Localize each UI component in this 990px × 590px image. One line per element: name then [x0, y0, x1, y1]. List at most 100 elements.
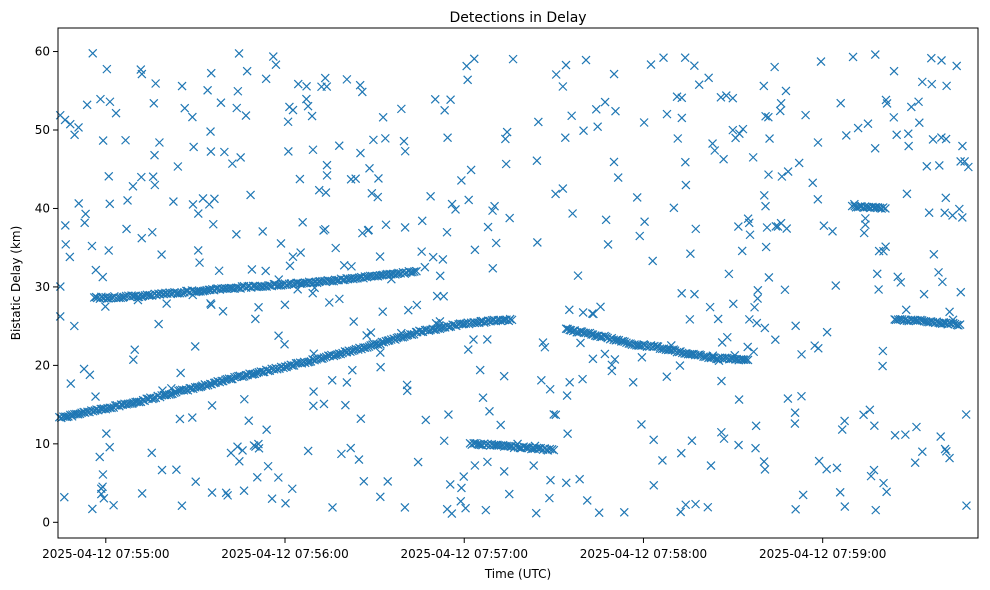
detection-point	[760, 323, 770, 333]
detection-point	[759, 457, 769, 466]
detection-point	[549, 410, 559, 419]
detection-point	[459, 472, 469, 481]
detection-point	[362, 331, 372, 340]
detection-point	[691, 224, 701, 234]
detection-point	[198, 194, 208, 203]
detection-point	[121, 135, 130, 145]
detection-point	[917, 77, 927, 87]
detection-point	[166, 383, 176, 393]
detection-point	[288, 252, 298, 262]
detection-point	[150, 150, 159, 160]
detection-point	[381, 336, 391, 346]
detection-point	[280, 300, 290, 310]
detection-point	[558, 184, 568, 193]
detection-point	[814, 456, 824, 466]
detection-point	[694, 80, 704, 90]
detection-point	[435, 316, 445, 326]
detection-point	[813, 343, 823, 353]
detection-point	[442, 227, 452, 237]
detection-point	[750, 302, 759, 312]
detection-point	[168, 197, 178, 207]
detection-point	[936, 432, 946, 441]
detection-point	[912, 422, 921, 432]
detection-point	[878, 346, 888, 356]
detection-point	[578, 374, 587, 384]
detection-point	[463, 345, 473, 354]
detection-point	[963, 162, 973, 172]
detection-point	[317, 276, 327, 286]
detection-point	[334, 294, 344, 304]
detection-point	[151, 79, 161, 88]
detection-point	[190, 342, 200, 351]
detection-point	[677, 93, 687, 103]
detection-point	[906, 102, 916, 112]
detection-point	[483, 222, 493, 232]
y-axis: 0 10 20 30 40 50 60	[35, 45, 58, 529]
detection-point	[367, 188, 377, 198]
detection-point	[649, 341, 659, 351]
detection-point	[69, 321, 79, 331]
detection-point	[488, 206, 497, 216]
detection-point	[244, 416, 254, 426]
detection-point	[239, 394, 249, 404]
detection-point	[400, 503, 410, 512]
detection-point	[759, 190, 769, 200]
detection-point	[549, 445, 559, 455]
detection-point	[271, 60, 281, 70]
detection-point	[91, 265, 101, 275]
detection-point	[399, 136, 409, 146]
detection-point	[919, 316, 929, 326]
detection-point	[743, 342, 753, 352]
detection-point	[442, 504, 452, 514]
detection-point	[99, 493, 109, 503]
detection-point	[236, 153, 246, 162]
detection-point	[733, 222, 743, 231]
detection-point	[59, 492, 69, 502]
detection-point	[445, 479, 455, 489]
detection-point	[529, 461, 539, 470]
detection-point	[728, 93, 738, 103]
detection-point	[412, 266, 421, 276]
detection-point	[819, 221, 829, 231]
detection-point	[628, 377, 638, 387]
detection-point	[321, 352, 331, 362]
detection-point	[960, 157, 970, 166]
detection-point	[281, 498, 290, 508]
detection-point	[743, 355, 753, 365]
detection-point	[287, 484, 297, 494]
detection-point	[349, 317, 359, 326]
y-tick-label: 20	[35, 358, 50, 372]
detection-point	[346, 443, 356, 453]
detection-point	[588, 354, 598, 364]
detection-point	[81, 209, 91, 219]
detection-point	[739, 355, 749, 365]
detection-point	[545, 384, 555, 394]
detection-point	[600, 349, 610, 359]
detection-point	[896, 277, 906, 287]
detection-point	[724, 269, 734, 279]
detection-point	[761, 201, 770, 211]
detection-point	[274, 331, 283, 341]
detection-point	[890, 430, 900, 440]
detection-point	[490, 201, 500, 211]
detection-point	[60, 221, 70, 230]
detection-point	[310, 283, 320, 293]
detection-point	[893, 272, 903, 282]
detection-point	[889, 112, 899, 122]
detection-point	[375, 492, 385, 502]
detection-point	[879, 478, 888, 488]
detection-point	[79, 364, 89, 374]
detection-point	[407, 330, 417, 340]
detection-point	[403, 305, 413, 315]
detection-point	[375, 348, 385, 357]
detection-point	[901, 305, 911, 315]
detection-point	[461, 503, 470, 513]
detection-point	[180, 103, 190, 113]
detection-point	[439, 291, 449, 301]
detection-point	[940, 208, 950, 218]
detection-point	[603, 333, 613, 343]
detection-point	[773, 222, 783, 232]
detection-point	[65, 119, 75, 129]
detection-point	[741, 355, 751, 365]
detection-point	[945, 307, 954, 317]
